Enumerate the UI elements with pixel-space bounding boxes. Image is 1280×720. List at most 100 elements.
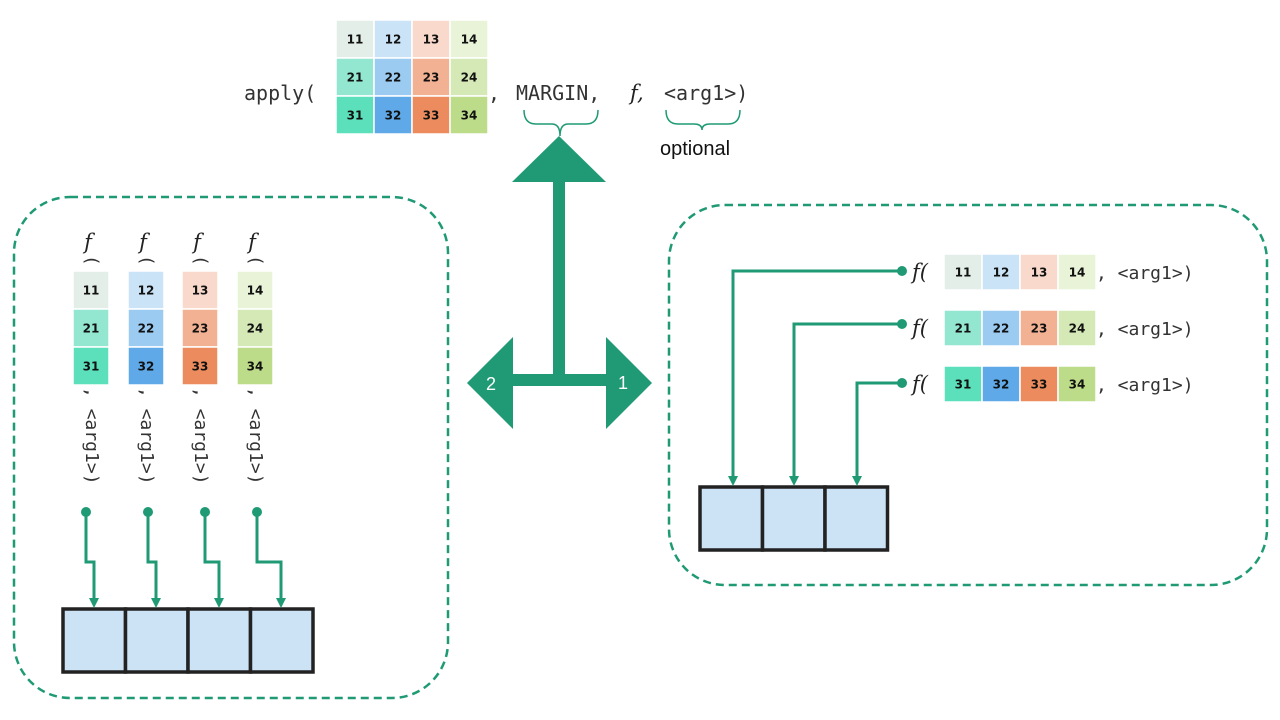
cell-value: 11 (955, 266, 972, 280)
cell-value: 12 (138, 284, 155, 298)
cell-value: 14 (461, 33, 478, 47)
connector-line (257, 512, 281, 600)
cell-value: 32 (993, 378, 1010, 392)
cell-value: 21 (83, 322, 100, 336)
left-connector-3 (200, 507, 224, 608)
left-arg-label: , <arg1>) (190, 387, 211, 485)
matrix-cell-13: 13 (182, 271, 218, 309)
left-arg-label: , <arg1>) (136, 387, 157, 485)
margin-brace (524, 110, 598, 136)
arrow-right-label: 1 (618, 373, 628, 393)
right-arg-label: , <arg1>) (1096, 263, 1194, 284)
margin-label: MARGIN, (516, 81, 600, 105)
matrix-cell-14: 14 (1058, 254, 1096, 290)
matrix-cell-34: 34 (450, 96, 488, 134)
left-column-1: f(112131, <arg1>) (73, 230, 109, 485)
margin-arrows: 2 1 (467, 136, 652, 429)
cell-value: 14 (1069, 266, 1086, 280)
right-arg-label: , <arg1>) (1096, 375, 1194, 396)
right-f-label: f( (910, 260, 929, 284)
apply-call: apply( 11 12 13 14 21 22 23 24 31 32 33 34 , MARGIN… (244, 20, 748, 160)
right-result-cell (825, 487, 888, 550)
left-f-label: f (191, 230, 204, 254)
cell-value: 33 (423, 109, 440, 123)
cell-value: 14 (247, 284, 264, 298)
f-label-top: f, (628, 81, 644, 105)
matrix-cell-31: 31 (73, 347, 109, 385)
left-connector-4 (252, 507, 286, 608)
cell-value: 12 (993, 266, 1010, 280)
connector-arrowhead (789, 476, 799, 486)
cell-value: 13 (423, 33, 440, 47)
cell-value: 23 (423, 71, 440, 85)
cell-value: 34 (1069, 378, 1086, 392)
right-result-cell (763, 487, 826, 550)
right-row-1: f( 11 12 13 14 , <arg1>) (910, 254, 1194, 290)
left-arg-label: , <arg1>) (81, 387, 102, 485)
left-result-cell (126, 609, 189, 672)
matrix-cell-21: 21 (944, 310, 982, 346)
optional-brace (666, 110, 740, 130)
matrix-cell-31: 31 (944, 366, 982, 402)
connector-line (857, 383, 902, 478)
cell-value: 12 (385, 33, 402, 47)
cell-value: 24 (461, 71, 478, 85)
cell-value: 34 (247, 360, 264, 374)
optional-label: optional (660, 138, 730, 160)
left-open-paren: ( (81, 255, 102, 266)
matrix-cell-11: 11 (336, 20, 374, 58)
connector-line (794, 324, 902, 478)
cell-value: 31 (347, 109, 364, 123)
cell-value: 24 (1069, 322, 1086, 336)
matrix-cell-32: 32 (982, 366, 1020, 402)
right-panel: f(11 12 13 14, <arg1>)f(21 22 23 24, <arg1>)f(… (669, 205, 1267, 585)
matrix-cell-34: 34 (1058, 366, 1096, 402)
cell-value: 22 (385, 71, 402, 85)
right-f-label: f( (910, 316, 929, 340)
connector-arrowhead (89, 598, 99, 608)
left-f-label: f (137, 230, 150, 254)
matrix-cell-23: 23 (412, 58, 450, 96)
arrow-horizontal-shaft (510, 374, 610, 386)
cell-value: 13 (1031, 266, 1048, 280)
cell-value: 34 (461, 109, 478, 123)
right-connector-1 (728, 266, 907, 486)
apply-label: apply( (244, 81, 316, 105)
cell-value: 23 (1031, 322, 1048, 336)
matrix-cell-24: 24 (450, 58, 488, 96)
cell-value: 31 (83, 360, 100, 374)
cell-value: 21 (955, 322, 972, 336)
cell-value: 13 (192, 284, 209, 298)
left-result-cell (251, 609, 314, 672)
matrix-cell-14: 14 (450, 20, 488, 58)
arg-label-top: <arg1>) (664, 81, 748, 105)
matrix-cell-32: 32 (128, 347, 164, 385)
connector-arrowhead (214, 598, 224, 608)
right-arg-label: , <arg1>) (1096, 319, 1194, 340)
left-open-paren: ( (190, 255, 211, 266)
matrix-cell-33: 33 (1020, 366, 1058, 402)
matrix-cell-12: 12 (128, 271, 164, 309)
left-panel: f(112131, <arg1>)f(122232, <arg1>)f(1323… (14, 197, 448, 698)
left-column-2: f(12 22 32 , <arg1>) (128, 230, 164, 485)
right-row-2: f( 21 22 23 24 , <arg1>) (910, 310, 1194, 346)
top-matrix: 11 12 13 14 21 22 23 24 31 32 33 34 (336, 20, 488, 134)
arrow-right-head (606, 337, 652, 429)
connector-line (86, 512, 94, 600)
right-f-label: f( (910, 372, 929, 396)
matrix-cell-32: 32 (374, 96, 412, 134)
cell-value: 22 (993, 322, 1010, 336)
right-rows: f(11 12 13 14, <arg1>)f(21 22 23 24, <arg1>)f(… (910, 254, 1194, 402)
matrix-cell-23: 23 (1020, 310, 1058, 346)
matrix-cell-33: 33 (412, 96, 450, 134)
matrix-cell-22: 22 (374, 58, 412, 96)
cell-value: 33 (192, 360, 209, 374)
left-open-paren: ( (136, 255, 157, 266)
matrix-cell-24: 24 (1058, 310, 1096, 346)
connector-arrowhead (852, 476, 862, 486)
matrix-cell-14: 14 (237, 271, 273, 309)
arrow-up-head (512, 136, 606, 182)
matrix-cell-11: 11 (944, 254, 982, 290)
left-f-label: f (82, 230, 95, 254)
